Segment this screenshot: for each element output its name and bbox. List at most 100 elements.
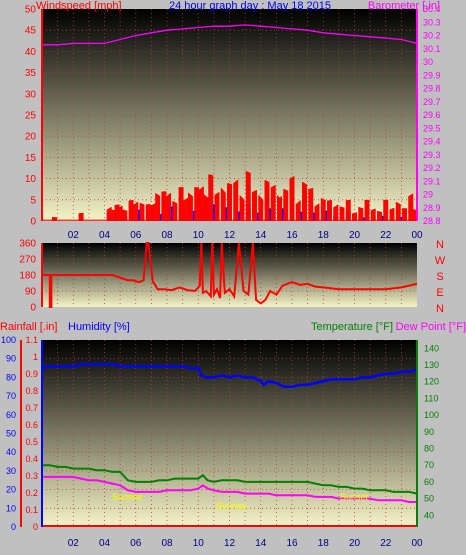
graph-title: 24 hour graph day : May 18 2015 (169, 0, 331, 12)
compass-label: N (436, 239, 444, 251)
barometer-tick-label: 29.1 (423, 176, 441, 186)
barometer-tick-label: 29.9 (423, 70, 441, 80)
barometer-tick-label: 29.2 (423, 163, 441, 173)
barometer-line (42, 24, 418, 46)
temperature-axis-title: Temperature [°F] (311, 321, 393, 333)
humidity-tick-label: 20 (6, 485, 16, 495)
humidity-tick-labels: 0 10 20 30 40 50 60 70 80 90 100 (1, 335, 16, 532)
humidity-tick-label: 40 (6, 447, 16, 457)
x-tick-label: 20 (349, 538, 361, 549)
humidity-tick-label: 80 (6, 372, 16, 382)
compass-label: E (436, 287, 443, 299)
rain-tick-label: 0.5 (25, 437, 38, 447)
rain-tick-label: 0.6 (25, 420, 38, 430)
rain-tick-label: 0.3 (25, 471, 38, 481)
x-tick-label: 18 (318, 230, 330, 241)
temperature-tick-label: 100 (424, 410, 439, 420)
x-tick-label: 02 (68, 230, 80, 241)
temperature-tick-label: 80 (424, 444, 434, 454)
rain-tick-label: 0.8 (25, 386, 38, 396)
x-tick-label: 14 (255, 538, 267, 549)
windspeed-tick-label: 20 (25, 132, 37, 143)
dewpoint-line (42, 475, 417, 503)
x-tick-label: 16 (286, 230, 298, 241)
x-tick-label: 00 (411, 538, 423, 549)
dewpoint-axis-title: Dew Point [°F] (396, 321, 466, 333)
barometer-tick-label: 29.8 (423, 84, 441, 94)
humidity-tick-label: 70 (6, 391, 16, 401)
barometer-tick-label: 29.4 (423, 137, 441, 147)
compass-label: S (436, 271, 443, 283)
direction-tick-label: 180 (19, 271, 36, 282)
x-tick-label: 18 (318, 538, 330, 549)
rain-tick-label: 0 (33, 522, 38, 532)
rain-tick-label: 0.2 (25, 488, 38, 498)
compass-label: N (436, 303, 444, 315)
windspeed-tick-label: 40 (25, 47, 37, 58)
direction-tick-label: 270 (19, 255, 36, 266)
temperature-tick-label: 40 (424, 510, 434, 520)
windspeed-series (42, 171, 417, 221)
windspeed-tick-label: 45 (25, 26, 37, 37)
humidity-tick-label: 30 (6, 466, 16, 476)
temperature-tick-label: 90 (424, 427, 434, 437)
windspeed-tick-label: 0 (30, 217, 36, 228)
x-tick-label: 16 (286, 538, 298, 549)
temperature-tick-label: 130 (424, 360, 439, 370)
temperature-tick-label: 60 (424, 477, 434, 487)
x-tick-label: 14 (255, 230, 267, 241)
sunrise-label-2: Sunrise (216, 501, 247, 511)
rain-tick-label: 1 (33, 352, 38, 362)
barometer-tick-label: 29.3 (423, 150, 441, 160)
x-tick-label: 20 (349, 230, 361, 241)
sunrise-label-1: Sunrise (112, 492, 143, 502)
windspeed-tick-label: 30 (25, 89, 37, 100)
x-tick-label: 22 (380, 230, 392, 241)
barometer-tick-label: 30.2 (423, 31, 441, 41)
barometer-tick-label: 29.6 (423, 110, 441, 120)
temperature-tick-label: 120 (424, 377, 439, 387)
windspeed-tick-label: 50 (25, 5, 37, 16)
x-tick-label: 04 (99, 538, 111, 549)
temperature-tick-label: 70 (424, 460, 434, 470)
barometer-tick-label: 30.3 (423, 17, 441, 27)
humidity-tick-label: 100 (1, 335, 16, 345)
barometer-tick-label: 29.5 (423, 123, 441, 133)
barometer-tick-label: 30.4 (423, 4, 441, 14)
x-tick-label: 04 (99, 230, 111, 241)
barometer-tick-label: 28.9 (423, 203, 441, 213)
barometer-tick-label: 28.8 (423, 216, 441, 226)
x-tick-label: 06 (130, 230, 142, 241)
humidity-tick-label: 10 (6, 503, 16, 513)
rain-tick-label: 0.7 (25, 403, 38, 413)
temperature-line (42, 464, 418, 495)
temperature-tick-label: 110 (424, 393, 438, 403)
x-tick-label: 08 (161, 230, 173, 241)
temperature-panel: 0 0.1 0.2 0.3 0.4 0.5 0.6 0.7 0.8 0.9 1 1.1 0 10 20 30… (0, 321, 466, 549)
windspeed-tick-labels: 0 5 10 15 20 25 30 35 40 45 50 (25, 5, 37, 228)
rain-tick-label: 1.1 (25, 335, 38, 345)
temperature-tick-label: 50 (424, 494, 434, 504)
windspeed-tick-label: 25 (25, 111, 37, 122)
direction-tick-label: 90 (25, 287, 37, 298)
rain-tick-label: 0.9 (25, 369, 38, 379)
humidity-axis-title: Humidity [%] (68, 321, 130, 333)
direction-tick-label: 360 (19, 239, 36, 250)
windspeed-tick-label: 15 (25, 153, 37, 164)
direction-tick-label: 0 (30, 303, 36, 314)
barometer-tick-labels: 28.8 28.9 29 29.1 29.2 29.3 29.4 29.5 29.6 29.7 29… (423, 4, 441, 226)
humidity-tick-label: 50 (6, 429, 16, 439)
compass-label: W (435, 255, 446, 267)
x-tick-label: 22 (380, 538, 392, 549)
barometer-axis-title: Barometer [.in] (368, 0, 440, 12)
x-tick-label: 10 (193, 230, 205, 241)
rain-tick-labels: 0 0.1 0.2 0.3 0.4 0.5 0.6 0.7 0.8 0.9 1 1.1 (25, 335, 38, 532)
sunset-label: Sunset (340, 492, 369, 502)
x-tick-label: 12 (224, 538, 236, 549)
temperature-tick-labels: 40 50 60 70 80 90 100 110 120 130 140 (424, 343, 439, 520)
windspeed-axis-title: Windspeed [mph] (36, 0, 122, 12)
